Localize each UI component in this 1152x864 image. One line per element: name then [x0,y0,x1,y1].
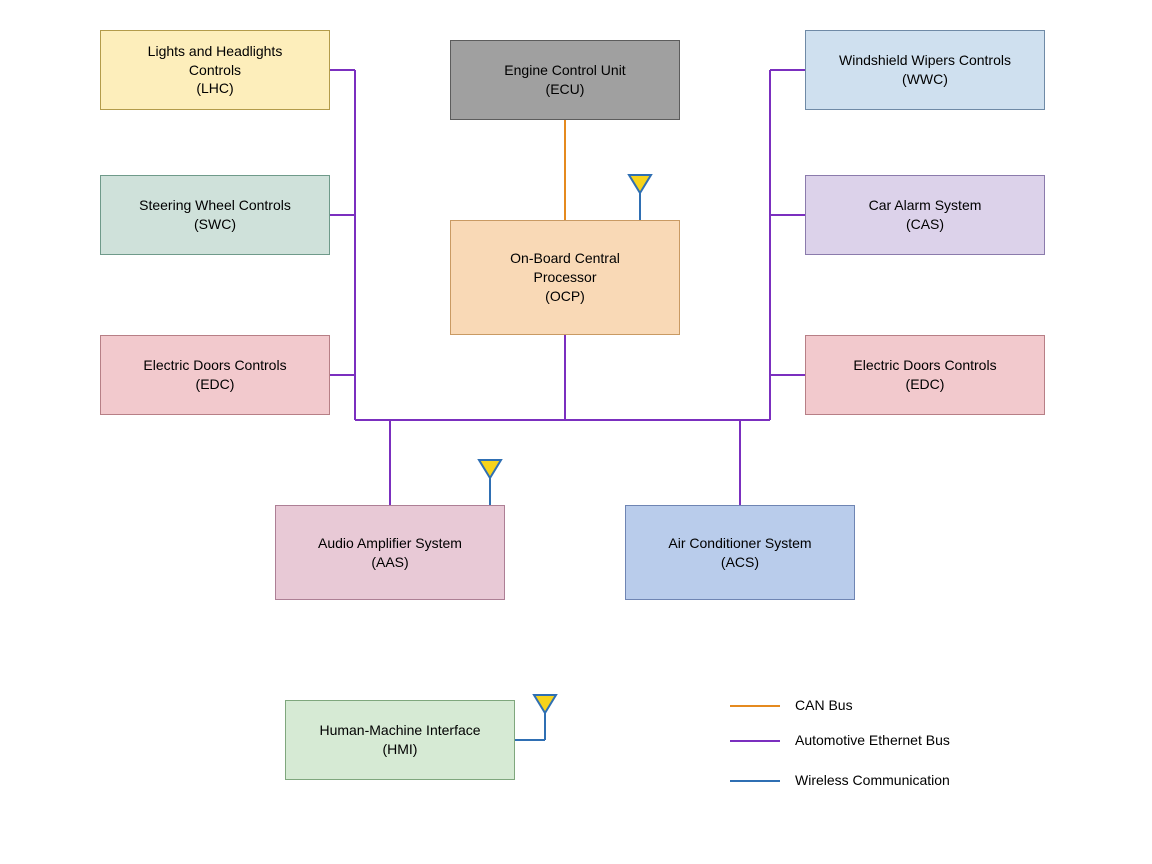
node-wwc-line2: (WWC) [839,70,1011,89]
node-hmi-line2: (HMI) [319,740,480,759]
legend-label-ethernet: Automotive Ethernet Bus [795,732,950,748]
legend-label-can: CAN Bus [795,697,853,713]
node-hmi-line1: Human-Machine Interface [319,721,480,740]
legend-line-wireless [730,780,780,782]
node-lhc-line2: Controls [148,61,283,80]
node-cas-line2: (CAS) [869,215,982,234]
node-edc-right-line1: Electric Doors Controls [853,356,996,375]
node-lhc-line1: Lights and Headlights [148,42,283,61]
node-acs-line1: Air Conditioner System [668,534,811,553]
node-wwc: Windshield Wipers Controls (WWC) [805,30,1045,110]
node-ecu: Engine Control Unit (ECU) [450,40,680,120]
node-swc-line1: Steering Wheel Controls [139,196,291,215]
node-edc-right-line2: (EDC) [853,375,996,394]
node-wwc-line1: Windshield Wipers Controls [839,51,1011,70]
node-ecu-line1: Engine Control Unit [504,61,625,80]
node-edc-left-line2: (EDC) [143,375,286,394]
node-swc-line2: (SWC) [139,215,291,234]
legend-line-ethernet [730,740,780,742]
node-aas: Audio Amplifier System (AAS) [275,505,505,600]
node-edc-right: Electric Doors Controls (EDC) [805,335,1045,415]
legend-line-can [730,705,780,707]
node-ecu-line2: (ECU) [504,80,625,99]
node-lhc: Lights and Headlights Controls (LHC) [100,30,330,110]
node-ocp-line2: Processor [510,268,620,287]
node-acs-line2: (ACS) [668,553,811,572]
node-aas-line1: Audio Amplifier System [318,534,462,553]
node-cas-line1: Car Alarm System [869,196,982,215]
antenna-ocp-icon [629,175,651,193]
node-ocp-line1: On-Board Central [510,249,620,268]
antenna-aas-icon [479,460,501,478]
diagram-canvas: Lights and Headlights Controls (LHC) Eng… [0,0,1152,864]
node-edc-left: Electric Doors Controls (EDC) [100,335,330,415]
node-swc: Steering Wheel Controls (SWC) [100,175,330,255]
node-edc-left-line1: Electric Doors Controls [143,356,286,375]
antenna-hmi-icon [534,695,556,713]
node-ocp: On-Board Central Processor (OCP) [450,220,680,335]
wiring-layer [0,0,1152,864]
node-aas-line2: (AAS) [318,553,462,572]
node-cas: Car Alarm System (CAS) [805,175,1045,255]
legend-label-wireless: Wireless Communication [795,772,950,788]
node-ocp-line3: (OCP) [510,287,620,306]
node-lhc-line3: (LHC) [148,79,283,98]
node-acs: Air Conditioner System (ACS) [625,505,855,600]
node-hmi: Human-Machine Interface (HMI) [285,700,515,780]
